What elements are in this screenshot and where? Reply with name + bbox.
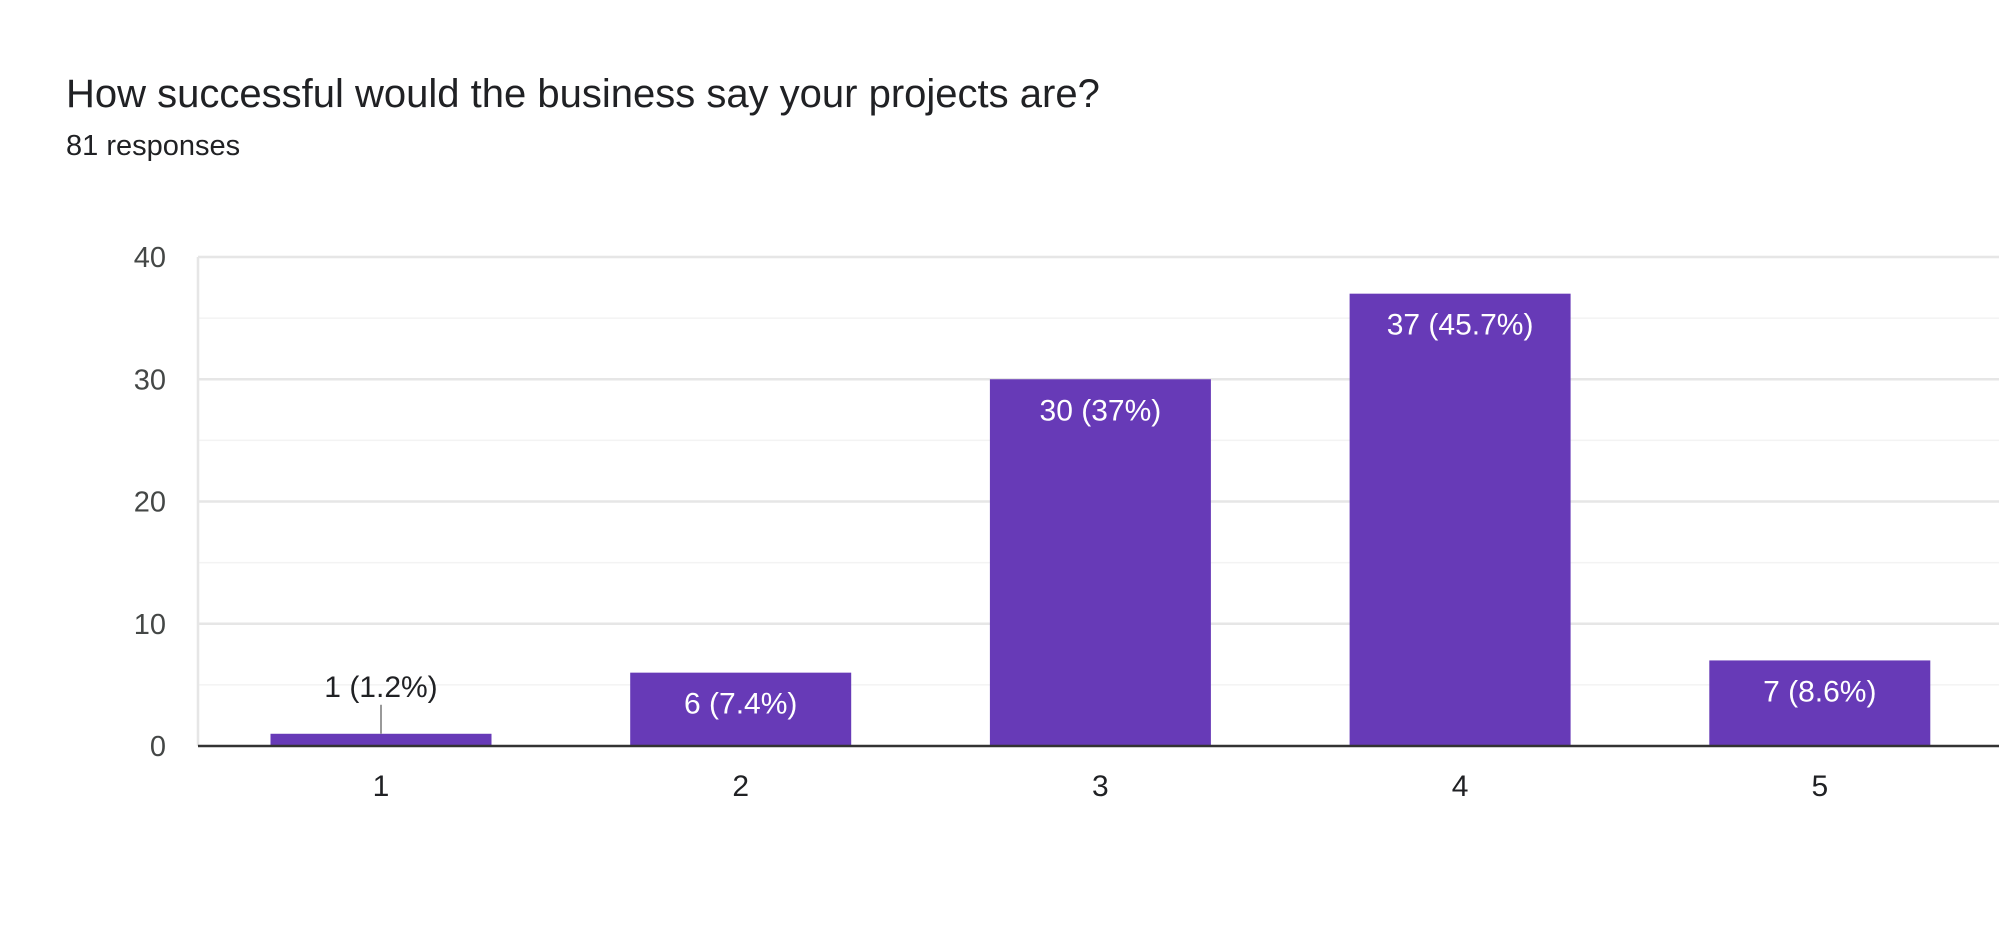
x-tick-label: 3 [1092, 770, 1109, 803]
x-tick-label: 5 [1811, 770, 1828, 803]
bar [1709, 660, 1931, 746]
bar [630, 672, 852, 746]
y-tick-label: 10 [134, 609, 166, 641]
chart-header: How successful would the business say yo… [66, 66, 1100, 166]
y-tick-label: 40 [134, 242, 166, 274]
data-label: 30 (37%) [1040, 394, 1162, 427]
x-tick-label: 4 [1452, 770, 1469, 803]
x-tick-label: 2 [732, 770, 749, 803]
bar [1349, 293, 1571, 746]
bar [270, 733, 492, 746]
data-label: 7 (8.6%) [1763, 675, 1876, 708]
data-label: 1 (1.2%) [324, 671, 437, 704]
data-label: 6 (7.4%) [684, 688, 797, 721]
x-tick-label: 1 [373, 770, 390, 803]
y-tick-label: 20 [134, 487, 166, 519]
data-label: 37 (45.7%) [1387, 309, 1534, 342]
response-count: 81 responses [66, 130, 241, 162]
question-title: How successful would the business say yo… [66, 72, 1100, 116]
bar [989, 379, 1211, 746]
y-tick-label: 0 [150, 731, 166, 763]
y-tick-label: 30 [134, 364, 166, 396]
